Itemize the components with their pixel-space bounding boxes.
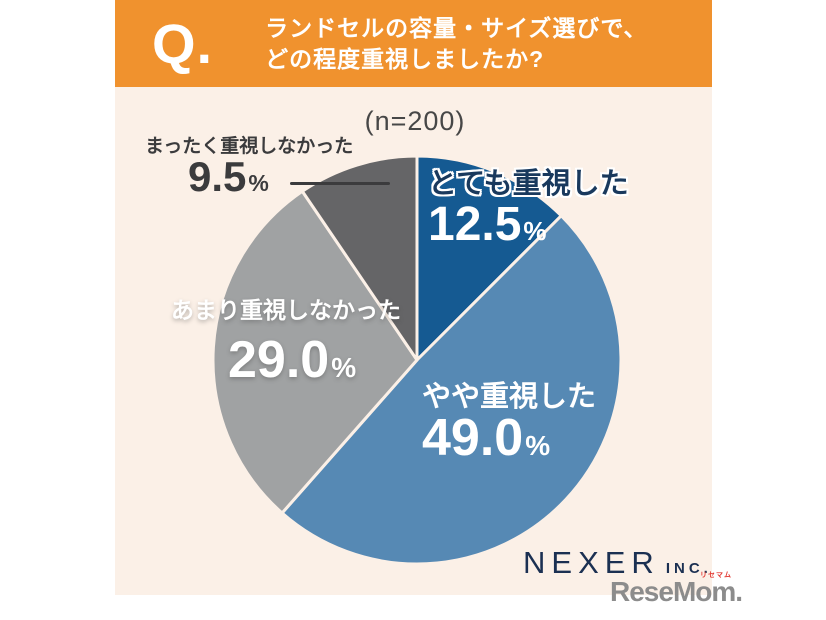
question-title-line2: どの程度重視しましたか?: [265, 45, 545, 72]
question-title-line1: ランドセルの容量・サイズ選びで、: [265, 14, 648, 41]
pie-slice-1: [280, 214, 623, 566]
pie-slice-0: [415, 154, 563, 362]
segment-value-none-unit: %: [248, 170, 269, 196]
question-title: ランドセルの容量・サイズ選びで、 どの程度重視しましたか?: [265, 13, 647, 75]
pie-chart: [207, 150, 627, 570]
segment-value-somewhat-unit: %: [525, 430, 551, 461]
segment-value-somewhat: 49.0 %: [422, 412, 550, 464]
nexer-inc-label: INC.: [665, 560, 712, 577]
segment-value-somewhat-number: 49.0: [422, 409, 524, 467]
pie-svg: [211, 154, 623, 566]
segment-value-notmuch: 29.0 %: [228, 334, 356, 386]
segment-value-very: 12.5 %: [428, 201, 547, 249]
resemom-ruby-label: リセマム: [700, 572, 733, 579]
question-badge: Q.: [152, 11, 214, 75]
segment-label-somewhat: やや重視した: [422, 381, 597, 413]
segment-value-very-unit: %: [523, 216, 547, 246]
nexer-logo: NEXER INC.: [523, 547, 712, 578]
segment-value-notmuch-unit: %: [331, 352, 357, 383]
leader-line: [290, 182, 390, 185]
header-banner: Q. ランドセルの容量・サイズ選びで、 どの程度重視しましたか?: [115, 0, 712, 87]
nexer-wordmark: NEXER: [523, 545, 660, 580]
segment-label-notmuch: あまり重視しなかった: [171, 297, 401, 323]
segment-label-very: とても重視した: [428, 168, 629, 200]
segment-value-none-number: 9.5: [188, 153, 247, 200]
sample-size-label: (n=200): [364, 106, 466, 136]
pie-slice-3: [300, 154, 419, 362]
segment-value-very-number: 12.5: [428, 198, 522, 251]
pie-slice-2: [211, 189, 419, 515]
segment-value-notmuch-number: 29.0: [228, 331, 330, 389]
resemom-logo: ReseMom. リセマム: [610, 572, 743, 607]
segment-label-none: まったく重視しなかった: [145, 136, 354, 157]
segment-value-none: 9.5 %: [188, 156, 269, 198]
resemom-wordmark: ReseMom.: [610, 576, 743, 607]
